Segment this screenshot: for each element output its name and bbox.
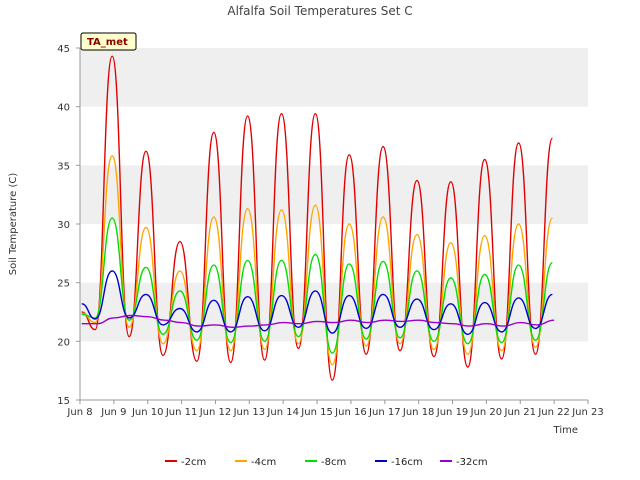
y-tick-label: 30 bbox=[57, 220, 70, 231]
x-tick-label: Jun 10 bbox=[131, 407, 164, 418]
y-axis-title: Soil Temperature (C) bbox=[8, 173, 19, 276]
y-tick-label: 35 bbox=[57, 161, 70, 172]
x-tick-label: Jun 14 bbox=[266, 407, 299, 418]
grid-band bbox=[80, 106, 588, 166]
x-tick-label: Jun 12 bbox=[199, 407, 232, 418]
x-tick-label: Jun 13 bbox=[233, 407, 266, 418]
x-tick-label: Jun 19 bbox=[436, 407, 469, 418]
badge-label: TA_met bbox=[87, 37, 128, 48]
x-tick-label: Jun 21 bbox=[504, 407, 537, 418]
y-tick-label: 15 bbox=[57, 396, 70, 407]
y-tick-label: 45 bbox=[57, 44, 70, 55]
y-tick-label: 40 bbox=[57, 103, 70, 114]
legend-label: -32cm bbox=[456, 457, 488, 468]
grid-band bbox=[80, 165, 588, 224]
y-tick-label: 25 bbox=[57, 279, 70, 290]
grid-band bbox=[80, 48, 588, 107]
x-tick-label: Jun 18 bbox=[402, 407, 435, 418]
series-line-16cm bbox=[81, 270, 553, 335]
legend-label: -8cm bbox=[321, 457, 346, 468]
x-tick-label: Jun 20 bbox=[470, 407, 503, 418]
legend-label: -4cm bbox=[251, 457, 276, 468]
chart-title: Alfalfa Soil Temperatures Set C bbox=[227, 4, 412, 18]
series-line-32cm bbox=[81, 314, 555, 328]
y-tick-label: 20 bbox=[57, 337, 70, 348]
x-axis: Jun 8 Jun 9 Jun 10 Jun 11 Jun 12 Jun 13 Jun 14… bbox=[66, 399, 604, 418]
grid-band bbox=[80, 224, 588, 283]
x-tick-label: Jun 17 bbox=[368, 407, 401, 418]
y-axis: 15 20 25 30 35 40 45 bbox=[57, 44, 81, 407]
x-axis-title: Time bbox=[553, 425, 578, 436]
x-tick-label: Jun 16 bbox=[334, 407, 367, 418]
x-tick-label: Jun 22 bbox=[537, 407, 570, 418]
x-tick-label: Jun 23 bbox=[571, 407, 604, 418]
x-tick-label: Jun 9 bbox=[100, 407, 126, 418]
x-tick-label: Jun 8 bbox=[66, 407, 92, 418]
legend: -2cm -4cm -8cm -16cm -32cm bbox=[165, 457, 488, 468]
series-line-2cm bbox=[81, 55, 554, 381]
x-tick-label: Jun 15 bbox=[300, 407, 333, 418]
legend-label: -16cm bbox=[391, 457, 423, 468]
legend-label: -2cm bbox=[181, 457, 206, 468]
ta-met-badge: TA_met bbox=[80, 32, 137, 51]
series-layer bbox=[81, 55, 555, 381]
x-tick-label: Jun 11 bbox=[165, 407, 198, 418]
plot-background-bands bbox=[80, 48, 588, 400]
